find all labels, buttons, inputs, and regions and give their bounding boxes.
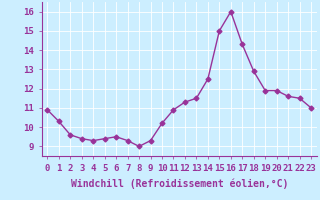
X-axis label: Windchill (Refroidissement éolien,°C): Windchill (Refroidissement éolien,°C) [70, 178, 288, 189]
